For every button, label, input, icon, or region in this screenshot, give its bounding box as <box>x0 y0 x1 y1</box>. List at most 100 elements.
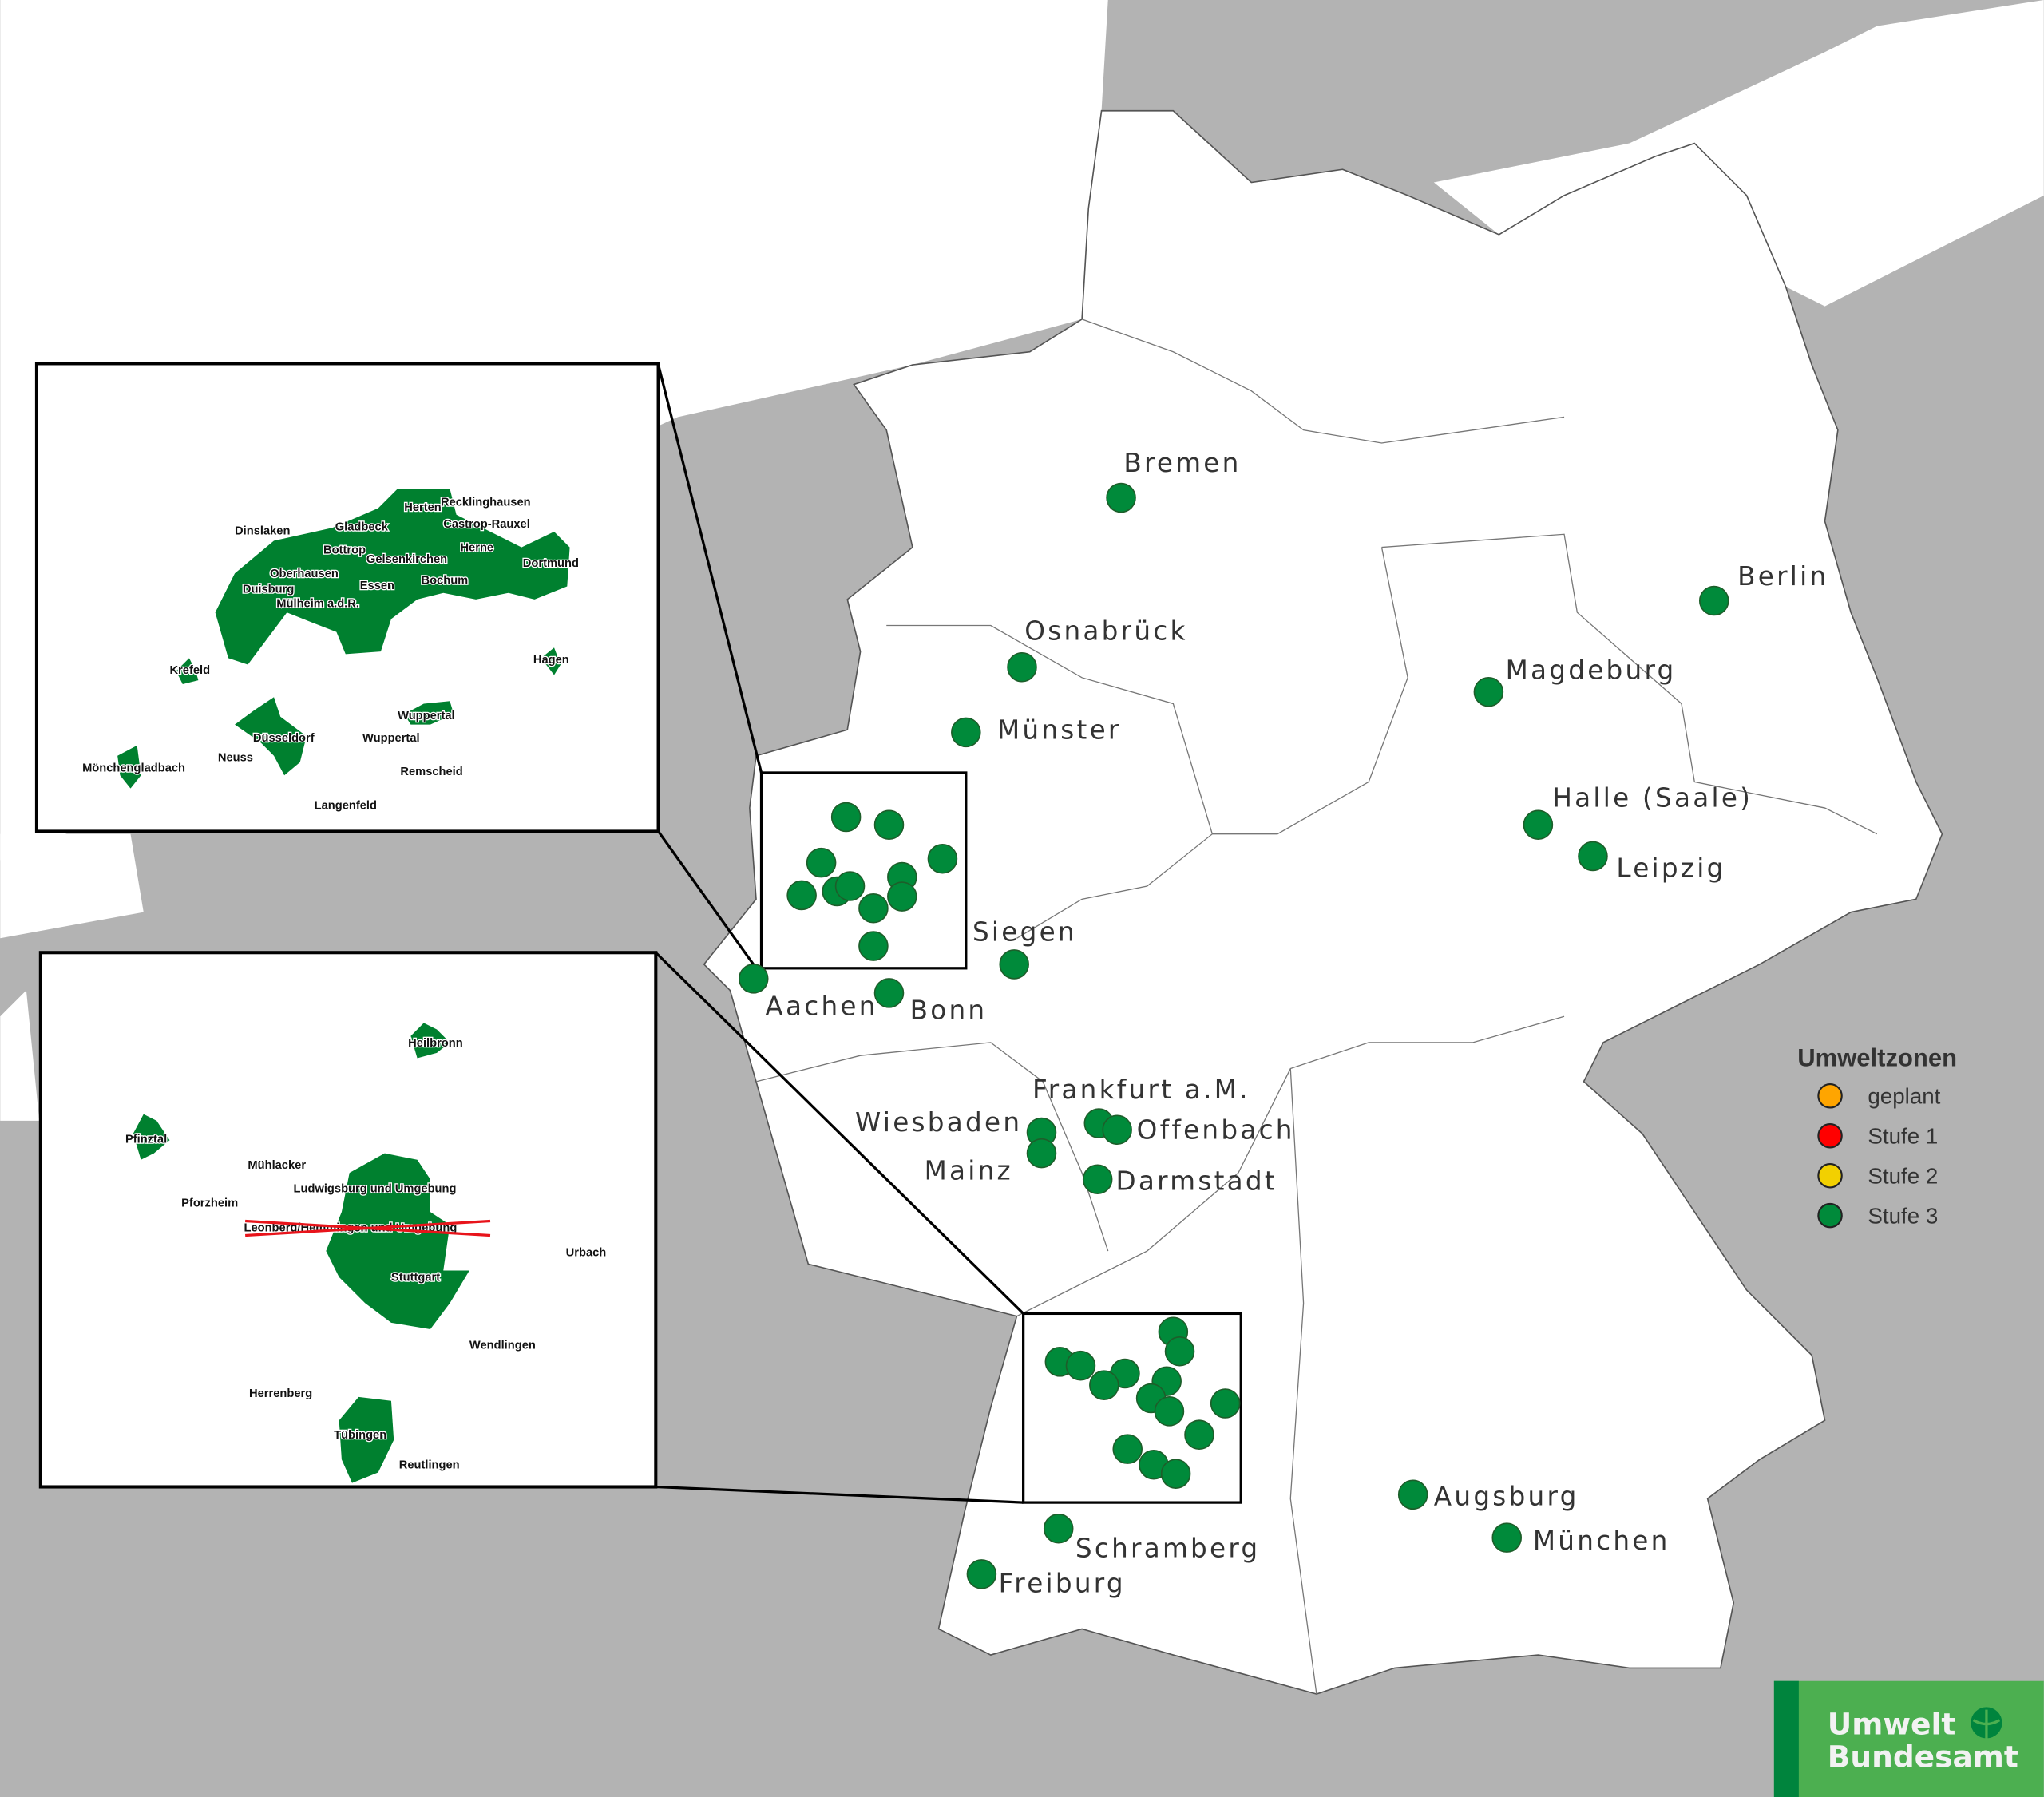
zone-marker[interactable] <box>1089 1370 1119 1400</box>
legend-swatch <box>1817 1162 1843 1189</box>
inset-city-label: Herrenberg <box>249 1387 312 1400</box>
inset-city-label: Wuppertal <box>398 710 455 722</box>
inset-city-label: Pfinztal <box>125 1134 167 1146</box>
hagen-zone-shape <box>541 647 561 675</box>
city-label: München <box>1533 1526 1670 1556</box>
city-label: Aachen <box>765 992 877 1022</box>
zone-marker[interactable] <box>951 717 981 748</box>
inset-city-label: Stuttgart <box>391 1272 440 1284</box>
city-label: Offenbach <box>1137 1115 1295 1146</box>
inset-city-label: Herten <box>404 501 442 514</box>
inset-city-label: Pforzheim <box>181 1197 238 1210</box>
zone-marker[interactable] <box>1164 1336 1195 1367</box>
germany-outline <box>703 109 1943 1695</box>
inset-city-label: Mönchengladbach <box>82 762 185 774</box>
city-label: Freiburg <box>999 1569 1126 1599</box>
zone-marker[interactable] <box>1699 585 1729 616</box>
zone-marker[interactable] <box>887 881 917 912</box>
zone-marker[interactable] <box>1065 1350 1096 1381</box>
legend-label: geplant <box>1868 1084 1940 1109</box>
city-label: Magdeburg <box>1506 655 1677 685</box>
city-label: Leipzig <box>1616 853 1725 884</box>
zone-marker[interactable] <box>786 880 817 911</box>
city-label: Berlin <box>1737 561 1828 592</box>
zone-marker[interactable] <box>1473 677 1504 707</box>
city-label: Schramberg <box>1075 1534 1261 1564</box>
zone-marker[interactable] <box>966 1559 997 1589</box>
inset-stuttgart: Heilbronn Pfinztal Mühlacker Ludwigsburg un… <box>38 951 658 1489</box>
zone-marker[interactable] <box>858 931 889 961</box>
zone-marker[interactable] <box>834 871 866 901</box>
inset-city-label: Neuss <box>218 751 253 764</box>
legend: Umweltzonen geplant Stufe 1 Stufe 2 Stufe 3 <box>1797 1043 1957 1228</box>
zone-marker[interactable] <box>806 847 837 878</box>
sea-left <box>0 833 144 939</box>
zone-marker[interactable] <box>1026 1138 1057 1169</box>
inset-city-label: Gladbeck <box>335 520 389 533</box>
zone-marker[interactable] <box>830 802 862 833</box>
zone-marker[interactable] <box>1491 1522 1523 1553</box>
city-label: Augsburg <box>1434 1481 1579 1511</box>
zone-marker[interactable] <box>1210 1388 1241 1419</box>
city-label: Osnabrück <box>1024 615 1187 646</box>
inset-city-label: Ludwigsburg und Umgebung <box>294 1183 457 1196</box>
legend-label: Stufe 3 <box>1868 1203 1938 1228</box>
legend-swatch <box>1817 1202 1843 1229</box>
legend-swatch <box>1817 1122 1843 1149</box>
zone-marker[interactable] <box>1007 651 1037 683</box>
city-label: Bonn <box>910 995 988 1025</box>
inset-city-label: Bochum <box>421 574 468 587</box>
inset-city-label: Recklinghausen <box>441 496 531 509</box>
logo-figure-lines <box>1972 1709 2001 1739</box>
strikethrough-cross <box>245 1219 491 1237</box>
zone-marker[interactable] <box>1102 1114 1132 1146</box>
inset-city-label: Dortmund <box>523 557 579 570</box>
city-label: Darmstadt <box>1116 1166 1278 1196</box>
zone-marker[interactable] <box>738 964 769 994</box>
krefeld-zone-shape <box>176 658 199 684</box>
zone-marker[interactable] <box>1578 841 1608 872</box>
city-label: Wiesbaden <box>855 1107 1022 1138</box>
logo-line1: Umwelt <box>1828 1707 1956 1742</box>
stuttgart-zone-shape <box>326 1153 469 1329</box>
inset-city-label: Herne <box>460 541 493 554</box>
pfinztal-zone-shape <box>133 1114 170 1160</box>
inset-city-label: Remscheid <box>400 766 462 778</box>
zone-marker[interactable] <box>1043 1513 1074 1544</box>
inset-city-label: Tübingen <box>334 1429 386 1442</box>
heilbronn-zone-shape <box>410 1023 450 1059</box>
legend-label: Stufe 2 <box>1868 1163 1938 1188</box>
city-label: Mainz <box>925 1155 1013 1185</box>
logo-line2: Bundesamt <box>1828 1739 2018 1774</box>
zone-marker[interactable] <box>1397 1479 1428 1510</box>
inset-city-label: Düsseldorf <box>253 732 315 745</box>
zone-marker[interactable] <box>1106 482 1136 513</box>
stuttgart-area-box <box>1022 1312 1242 1504</box>
zone-marker[interactable] <box>873 809 905 841</box>
zone-marker[interactable] <box>1523 809 1554 841</box>
ruhr-zone-shape <box>215 489 570 665</box>
zone-marker[interactable] <box>1112 1434 1143 1464</box>
zone-marker[interactable] <box>873 978 905 1008</box>
inset-city-label: Gelsenkirchen <box>366 553 447 566</box>
inset-city-label: Urbach <box>566 1247 607 1260</box>
sea-left-2 <box>0 990 40 1121</box>
legend-swatch <box>1817 1083 1843 1109</box>
duesseldorf-zone-shape <box>235 697 307 776</box>
inset-city-label: Oberhausen <box>270 568 339 580</box>
zone-marker[interactable] <box>999 949 1029 980</box>
zone-marker[interactable] <box>1160 1459 1191 1489</box>
inset-ruhr: Dinslaken Gladbeck Herten Recklinghausen Cas… <box>34 362 660 833</box>
inset-city-label: Hagen <box>533 654 569 667</box>
zone-marker[interactable] <box>858 893 889 924</box>
city-label: Münster <box>997 715 1122 746</box>
zone-marker[interactable] <box>1184 1419 1214 1450</box>
zone-marker[interactable] <box>927 843 958 874</box>
inset-city-label: Wendlingen <box>469 1339 536 1352</box>
zone-marker[interactable] <box>1154 1396 1185 1427</box>
inset-city-label: Mühlacker <box>248 1159 306 1172</box>
baltic-sea <box>1433 0 2044 307</box>
zone-marker[interactable] <box>1082 1164 1113 1195</box>
city-label: Halle (Saale) <box>1552 782 1753 813</box>
inset-city-label: Castrop-Rauxel <box>443 518 530 531</box>
